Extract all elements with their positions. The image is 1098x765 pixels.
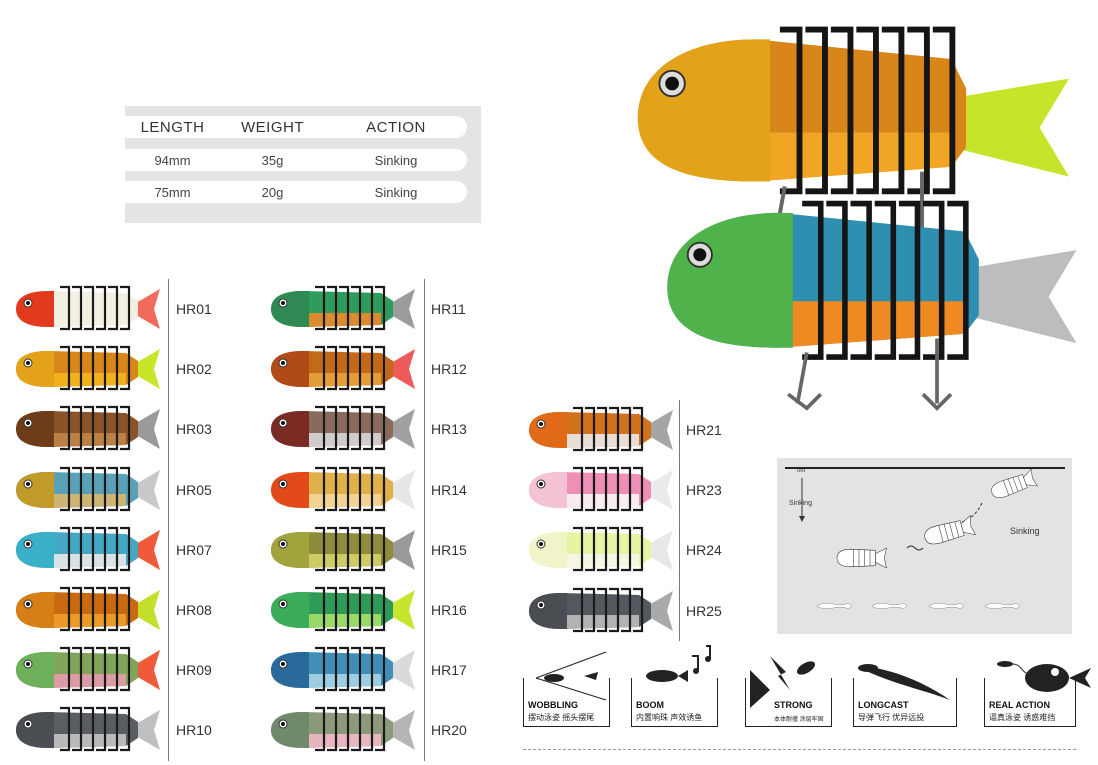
lure-image [8,283,163,335]
feature-title: BOOM [636,700,664,710]
feature-real-action: REAL ACTION 逼真泳姿 诱惑难挡 [984,661,1091,727]
lure-code: HR02 [176,361,212,378]
column-divider [168,279,169,761]
lure-image [521,464,676,516]
spec-action: Sinking [374,152,418,168]
feature-boom: BOOM 内置响珠 声效诱鱼 [631,645,718,727]
lure-code: HR05 [176,481,212,498]
feature-subtitle: 本体耐撞 涂层牢固 [774,717,824,723]
feature-subtitle: 逼真泳姿 诱惑难挡 [989,713,1056,722]
lure-code: HR11 [431,301,466,317]
sinking-label: Sinking [1010,526,1040,536]
lure-image [263,343,418,395]
column-divider [679,400,680,641]
lure-image [263,403,418,455]
lure-code: HR08 [176,602,212,618]
lure-code: HR10 [176,722,212,739]
feature-title: REAL ACTION [989,700,1051,710]
dotted-divider [523,749,1076,750]
lure-image [8,704,163,756]
column-divider [424,279,425,761]
lure-image [263,704,418,756]
header-action: ACTION [366,118,426,136]
feature-strong: STRONG 本体耐撞 涂层牢固 [745,656,832,727]
feature-title: WOBBLING [528,700,578,710]
spec-length: 75mm [154,184,191,200]
lure-image [8,403,163,455]
lure-code: HR21 [686,422,722,438]
lure-code: HR01 [176,301,212,317]
hero-lures-image [637,26,1077,411]
lure-image [8,524,163,576]
lure-image [8,343,163,395]
lure-image [263,283,418,335]
spec-length: 94mm [154,152,191,168]
lure-code: HR12 [431,361,467,378]
feature-subtitle: 导弹飞行 优异远投 [858,713,925,722]
lure-image [263,644,418,696]
spec-weight: 35g [261,152,284,168]
lure-code: HR17 [431,662,467,679]
hero-lure-top [637,26,1069,248]
feature-subtitle: 摆动泳姿 摇头摆尾 [528,713,595,722]
lure-code: HR15 [431,541,467,558]
feature-wobbling: WOBBLING 摆动泳姿 摇头摆尾 [523,651,610,727]
feature-longcast: LONGCAST 导弹飞行 优异远投 [853,664,957,727]
lure-image [8,464,163,516]
depth-axis-label: Sinking [789,500,812,507]
lure-code: HR16 [431,602,467,618]
spec-header-row: LENGTH WEIGHT ACTION [125,116,467,138]
lure-code: HR23 [686,482,722,499]
spec-row: 94mm 35g Sinking [125,149,467,171]
spec-action: Sinking [374,184,418,200]
lure-code: HR07 [176,541,212,558]
spec-weight: 20g [261,184,284,200]
lure-image [8,584,163,636]
lure-code: HR13 [431,421,467,438]
lure-image [263,524,418,576]
feature-title: LONGCAST [858,700,909,710]
lure-image [521,585,676,637]
sinking-action-diagram: 0m Sinking Sinking [777,458,1072,634]
lure-code: HR24 [686,542,722,559]
lure-code: HR03 [176,421,212,438]
hero-lure-bottom [667,200,1077,411]
lure-code: HR09 [176,662,212,679]
lure-image [8,644,163,696]
feature-subtitle: 内置响珠 声效诱鱼 [636,713,703,722]
depth-zero-label: 0m [797,468,806,474]
lure-image [521,524,676,576]
lure-image [263,584,418,636]
header-length: LENGTH [140,118,205,136]
lure-code: HR14 [431,481,467,498]
lure-image [521,404,676,456]
spec-table: LENGTH WEIGHT ACTION 94mm 35g Sinking 75… [125,106,481,223]
lure-image [263,464,418,516]
feature-title: STRONG [774,700,813,710]
header-weight: WEIGHT [241,118,304,136]
lure-code: HR25 [686,602,722,619]
lure-code: HR20 [431,722,467,739]
spec-row: 75mm 20g Sinking [125,181,467,203]
